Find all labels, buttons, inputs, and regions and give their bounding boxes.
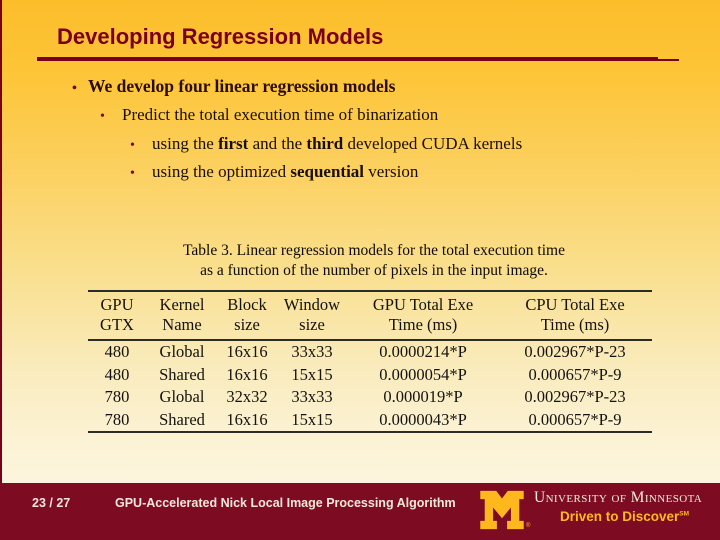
cell: 16x16 <box>226 342 268 361</box>
cell: 33x33 <box>291 342 333 361</box>
table-row: 480 Shared 16x16 15x15 0.0000054*P 0.000… <box>88 364 652 387</box>
col-header-cpu-time: CPU Total Exe Time (ms) <box>525 295 625 334</box>
cell: 16x16 <box>226 409 268 429</box>
bullet-level2: • Predict the total execution time of bi… <box>100 105 438 125</box>
text-segment: version <box>364 162 419 181</box>
cell: 33x33 <box>291 387 333 406</box>
slide-left-border <box>0 0 2 540</box>
cell: Shared <box>159 409 205 429</box>
table-row: 480 Global 16x16 33x33 0.0000214*P 0.002… <box>88 340 652 364</box>
title-underline <box>37 57 658 61</box>
text-segment: and the <box>248 134 307 153</box>
text-segment-bold: first <box>218 134 249 153</box>
page-title: Developing Regression Models <box>57 24 384 49</box>
cell: 32x32 <box>226 387 268 406</box>
cell: Shared <box>159 364 205 384</box>
col-header-gpu: GPU GTX <box>100 295 134 334</box>
regression-table: GPU GTX Kernel Name Block size Window size G… <box>88 290 652 433</box>
table-row: 780 Global 32x32 33x33 0.000019*P 0.0029… <box>88 386 652 409</box>
bullet-icon: • <box>130 138 135 153</box>
table-caption: Table 3. Linear regression models for th… <box>100 241 648 280</box>
cell: 15x15 <box>291 409 333 429</box>
cell: 0.000657*P-9 <box>528 364 622 384</box>
text-segment: using the <box>152 134 219 153</box>
registered-mark: ® <box>526 523 531 529</box>
cell: 780 <box>104 387 130 406</box>
col-header-block: Block size <box>227 295 267 334</box>
university-block-m-icon <box>480 490 524 530</box>
cell: 0.0000214*P <box>379 342 467 361</box>
page-number: 23 / 27 <box>32 496 71 510</box>
table-caption-line1: Table 3. Linear regression models for th… <box>183 242 565 259</box>
bullet-icon: • <box>130 166 135 181</box>
footer-subtitle: GPU-Accelerated Nick Local Image Process… <box>115 496 456 510</box>
regression-table-container: GPU GTX Kernel Name Block size Window size G… <box>88 290 652 433</box>
table-caption-line2: as a function of the number of pixels in… <box>200 261 548 279</box>
cell: 0.0000054*P <box>379 364 467 384</box>
university-tagline: Driven to DiscoverSM <box>560 509 690 524</box>
cell: 0.0000043*P <box>379 409 467 429</box>
bullet-level1: • We develop four linear regression mode… <box>72 76 395 97</box>
cell: 480 <box>104 342 130 361</box>
bullet-icon: • <box>72 81 77 96</box>
bullet-level2-text: Predict the total execution time of bina… <box>122 105 439 124</box>
service-mark: SM <box>679 510 690 518</box>
cell: Global <box>159 342 205 361</box>
cell: 16x16 <box>226 364 268 384</box>
cell: 0.000657*P-9 <box>528 409 622 429</box>
text-segment-bold: sequential <box>290 162 365 181</box>
text-segment-bold: third <box>306 134 344 153</box>
col-header-window: Window size <box>283 295 341 334</box>
col-header-gpu-time: GPU Total Exe Time (ms) <box>372 295 474 334</box>
bullet-level3-first: • using the first and the third develope… <box>130 134 522 154</box>
bullet-level3-second: • using the optimized sequential version <box>130 162 418 182</box>
cell: 780 <box>104 409 130 429</box>
text-segment: using the optimized <box>152 162 291 181</box>
title-underline-step <box>658 59 679 61</box>
footer-bar <box>0 483 720 540</box>
bullet-level3-first-text: using the first and the third developed … <box>152 134 522 154</box>
col-header-kernel: Kernel Name <box>159 295 205 334</box>
bullet-level1-text: We develop four linear regression models <box>88 76 396 96</box>
table-header-row: GPU GTX Kernel Name Block size Window size G… <box>88 291 652 340</box>
cell: 480 <box>104 364 130 384</box>
bullet-level3-second-text: using the optimized sequential version <box>152 162 418 182</box>
cell: 0.002967*P-23 <box>524 342 626 361</box>
text-segment: developed CUDA kernels <box>343 134 523 153</box>
cell: Global <box>159 387 205 406</box>
table-row: 780 Shared 16x16 15x15 0.0000043*P 0.000… <box>88 409 652 433</box>
cell: 15x15 <box>291 364 333 384</box>
bullet-icon: • <box>100 109 105 124</box>
cell: 0.000019*P <box>383 387 463 406</box>
university-wordmark: University of Minnesota <box>534 489 703 506</box>
cell: 0.002967*P-23 <box>524 387 626 406</box>
